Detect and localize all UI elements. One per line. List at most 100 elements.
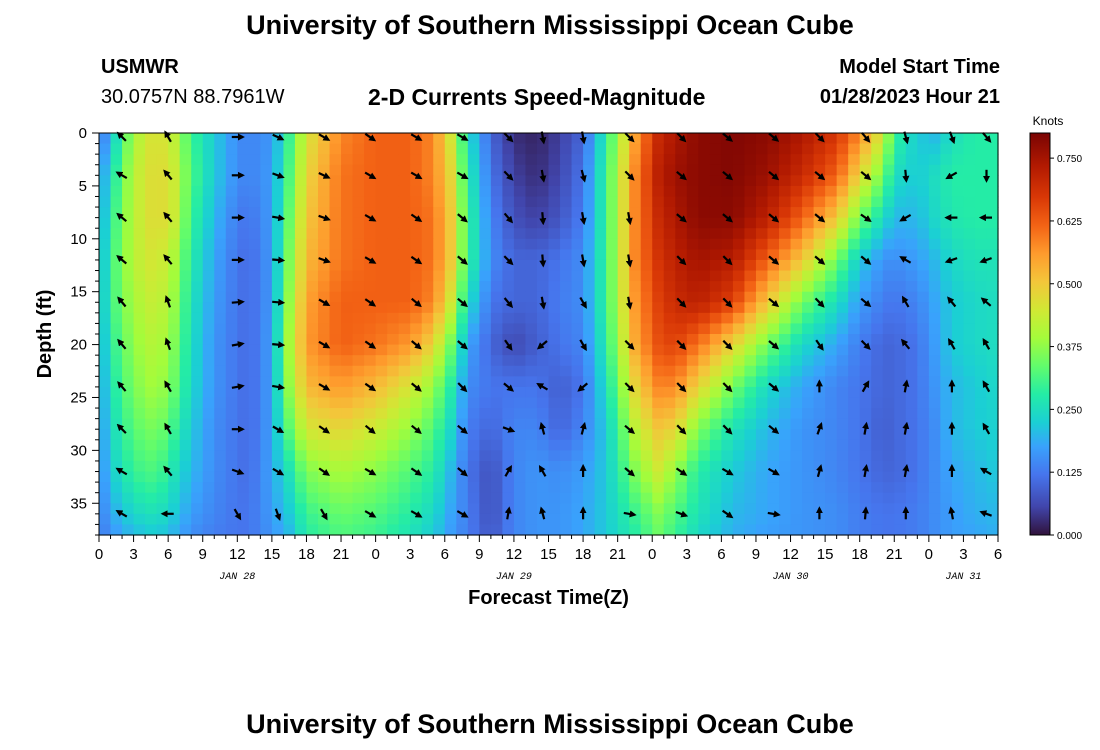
heat-cell [156, 185, 169, 198]
heat-cell [744, 238, 757, 250]
heat-cell [513, 270, 527, 282]
heat-cell [617, 344, 630, 356]
heat-cell [986, 376, 999, 388]
current-arrow [116, 423, 127, 434]
heat-cell [663, 503, 676, 515]
heat-cell [329, 249, 342, 261]
heat-cell [122, 513, 135, 526]
heat-cell [294, 323, 308, 335]
heat-cell [410, 185, 423, 198]
heat-cell [629, 302, 642, 314]
heat-cell [467, 334, 480, 346]
heat-cell [571, 259, 584, 272]
heat-cell [594, 133, 607, 145]
heat-cell [571, 344, 584, 356]
heat-cell [583, 376, 596, 388]
heat-cell [790, 450, 803, 462]
heat-cell [398, 154, 411, 166]
heat-cell [410, 270, 423, 282]
heat-cell [110, 524, 123, 536]
heat-cell [721, 334, 734, 346]
current-arrow [457, 213, 468, 223]
heat-cell [444, 334, 457, 346]
current-arrow [947, 296, 957, 308]
heat-cell [652, 386, 665, 399]
heat-cell [859, 492, 872, 504]
heat-cell [283, 154, 296, 166]
heat-cell [294, 408, 308, 420]
heat-cell [836, 450, 849, 462]
heat-cell [560, 524, 573, 536]
current-arrow [116, 131, 127, 142]
heat-cell [594, 408, 607, 420]
heat-cell [456, 492, 469, 504]
heat-cell [317, 376, 331, 388]
heat-cell [859, 154, 872, 166]
heat-cell [859, 185, 872, 198]
heat-cell [951, 164, 965, 176]
heat-cell [145, 397, 158, 409]
heat-cell [306, 196, 319, 208]
heat-cell [732, 323, 746, 335]
heat-cell [421, 143, 434, 155]
heat-cell [928, 312, 941, 325]
heat-cell [283, 450, 296, 462]
heat-cell [456, 302, 469, 314]
heat-cell [306, 133, 319, 145]
heat-cell [951, 270, 965, 282]
heat-cell [317, 207, 331, 219]
heat-cell [940, 460, 953, 473]
heat-cell [951, 418, 965, 430]
heat-cell [145, 355, 158, 367]
heat-cell [548, 323, 561, 335]
heat-cell [260, 418, 273, 430]
heat-cell [214, 365, 227, 377]
heat-cell [444, 291, 457, 303]
heat-cell [260, 471, 273, 483]
heat-cell [191, 302, 204, 314]
heat-cell [871, 418, 884, 430]
heat-cell [871, 143, 884, 155]
heat-cell [168, 238, 181, 250]
heat-cell [179, 291, 192, 303]
heat-cell [813, 408, 826, 420]
heat-cell [271, 450, 285, 462]
heat-cell [790, 217, 803, 229]
heat-cell [721, 281, 734, 293]
heat-cell [329, 164, 342, 176]
heat-cell [283, 429, 296, 441]
heat-cell [306, 207, 319, 219]
heat-cell [387, 143, 400, 155]
heat-cell [317, 249, 331, 261]
heat-cell [813, 397, 826, 409]
heat-cell [686, 185, 699, 198]
heat-cell [525, 175, 538, 187]
heat-cell [479, 249, 492, 261]
heat-cell [698, 185, 711, 198]
heat-cell [525, 397, 538, 409]
heat-cell [640, 513, 653, 526]
heat-cell [836, 196, 849, 208]
heat-cell [283, 503, 296, 515]
heat-cell [698, 460, 711, 473]
heat-cell [836, 175, 849, 187]
heat-cell [894, 323, 907, 335]
heat-cell [629, 259, 642, 272]
heat-cell [963, 259, 976, 272]
heat-cell [640, 386, 653, 399]
heat-cell [652, 334, 665, 346]
heat-cell [421, 365, 434, 377]
heat-cell [755, 492, 769, 504]
heat-cell [686, 238, 699, 250]
heat-cell [490, 143, 503, 155]
heat-cell [479, 418, 492, 430]
heat-cell [387, 355, 400, 367]
heat-cell [548, 291, 561, 303]
current-arrow [231, 298, 245, 306]
heat-cell [709, 154, 722, 166]
heat-cell [283, 217, 296, 229]
heat-cell [917, 207, 930, 219]
current-arrow [411, 424, 422, 435]
heat-cell [767, 312, 780, 325]
heat-cell [917, 228, 930, 240]
